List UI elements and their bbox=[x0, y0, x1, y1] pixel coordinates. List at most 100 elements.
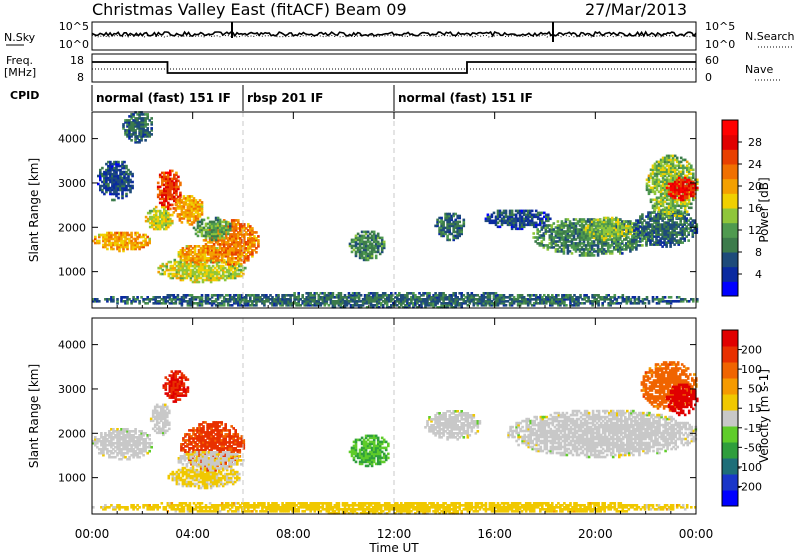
power-cell bbox=[233, 270, 237, 274]
power-cell bbox=[456, 236, 459, 240]
power-cell bbox=[543, 221, 546, 225]
power-cell bbox=[138, 123, 141, 126]
power-cell bbox=[436, 306, 439, 309]
power-cell bbox=[466, 298, 470, 301]
power-cell bbox=[208, 245, 212, 248]
power-cell bbox=[685, 184, 689, 188]
power-cell bbox=[319, 292, 323, 295]
power-cell bbox=[200, 201, 204, 204]
power-cell bbox=[556, 236, 560, 239]
power-cell bbox=[562, 230, 566, 233]
power-cell bbox=[659, 172, 663, 176]
power-cell bbox=[604, 240, 608, 243]
power-cell bbox=[228, 247, 232, 250]
power-cell bbox=[117, 182, 120, 186]
power-cell bbox=[185, 266, 189, 270]
power-cell bbox=[446, 238, 449, 242]
power-cell bbox=[186, 294, 190, 297]
power-cell bbox=[659, 241, 662, 244]
power-cell bbox=[679, 231, 682, 234]
power-cell bbox=[659, 196, 663, 200]
power-cell bbox=[243, 298, 246, 301]
power-cell bbox=[184, 201, 188, 204]
power-cell bbox=[178, 201, 182, 204]
power-cell bbox=[586, 232, 590, 236]
power-cell bbox=[637, 244, 640, 247]
power-cell bbox=[687, 231, 690, 234]
power-cell bbox=[683, 217, 686, 220]
power-cell bbox=[163, 211, 166, 215]
power-cell bbox=[221, 264, 225, 268]
power-cell bbox=[594, 250, 598, 253]
power-cell bbox=[615, 232, 618, 236]
power-cell bbox=[639, 225, 642, 228]
power-cell bbox=[230, 243, 234, 246]
power-cell bbox=[148, 211, 152, 215]
power-cell bbox=[669, 166, 673, 170]
power-cell bbox=[224, 241, 228, 244]
power-cell bbox=[130, 243, 133, 247]
power-cell bbox=[604, 228, 608, 232]
power-cell bbox=[99, 188, 102, 192]
power-cell bbox=[249, 229, 252, 232]
power-cell bbox=[224, 255, 228, 258]
power-cell bbox=[671, 202, 675, 206]
power-cell bbox=[162, 296, 166, 299]
power-cell bbox=[520, 227, 524, 231]
power-cell bbox=[456, 222, 459, 226]
power-cell bbox=[206, 234, 210, 238]
power-cell bbox=[211, 261, 215, 264]
power-cell bbox=[671, 182, 675, 186]
power-cell bbox=[440, 216, 443, 220]
power-cell bbox=[195, 263, 199, 266]
power-cell bbox=[681, 192, 685, 196]
power-cell bbox=[592, 234, 596, 238]
power-cell bbox=[631, 226, 634, 229]
power-cell bbox=[610, 232, 614, 236]
power-cell bbox=[392, 294, 395, 297]
power-cell bbox=[466, 294, 470, 297]
power-cell bbox=[692, 188, 695, 192]
power-cell bbox=[222, 239, 226, 242]
power-cell bbox=[663, 241, 666, 244]
power-cell bbox=[189, 268, 193, 272]
power-cell bbox=[368, 256, 372, 260]
power-cell bbox=[287, 304, 290, 307]
power-cell bbox=[370, 244, 374, 248]
power-cell bbox=[122, 296, 125, 299]
power-cell bbox=[572, 226, 576, 229]
power-cell bbox=[169, 213, 172, 217]
power-cell bbox=[169, 268, 173, 272]
power-cell bbox=[134, 233, 137, 237]
power-cell bbox=[566, 252, 570, 255]
power-cell bbox=[92, 239, 95, 243]
power-cell bbox=[538, 244, 542, 247]
power-cell bbox=[237, 261, 240, 264]
power-cell bbox=[621, 240, 624, 243]
power-cell bbox=[518, 209, 522, 213]
power-cell bbox=[127, 184, 130, 188]
power-cell bbox=[669, 178, 673, 182]
power-cell bbox=[216, 294, 220, 297]
power-cell bbox=[226, 257, 230, 260]
power-cell bbox=[128, 127, 131, 130]
power-cell bbox=[602, 238, 606, 242]
power-cell bbox=[183, 249, 187, 252]
power-cell bbox=[370, 234, 374, 238]
power-cell bbox=[685, 225, 688, 228]
power-cell bbox=[220, 232, 224, 236]
power-cell bbox=[655, 221, 658, 224]
power-cell bbox=[354, 244, 358, 248]
power-cell bbox=[687, 168, 691, 172]
power-cell bbox=[161, 211, 164, 215]
power-cell bbox=[126, 243, 129, 247]
power-cell bbox=[144, 139, 147, 142]
power-cell bbox=[148, 119, 151, 122]
power-cell bbox=[182, 294, 186, 297]
power-cell bbox=[637, 225, 640, 228]
power-cell bbox=[150, 133, 153, 136]
power-cell bbox=[687, 202, 691, 206]
power-cell bbox=[472, 294, 476, 297]
power-cell bbox=[122, 300, 125, 303]
power-cell bbox=[542, 232, 546, 235]
